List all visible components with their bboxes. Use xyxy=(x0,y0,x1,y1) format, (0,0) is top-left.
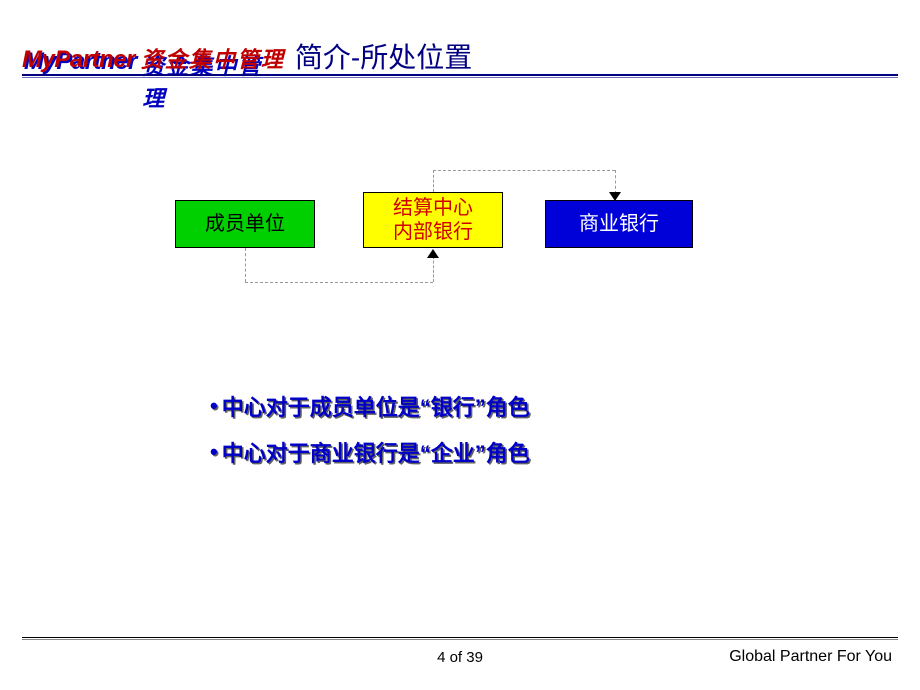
connector-top-h1 xyxy=(433,170,615,171)
bullet-text: 中心对于成员单位是“银行”角色 xyxy=(222,390,530,422)
logo-text: MyPartner MyPartner xyxy=(22,46,135,74)
footer-tagline: Global Partner For You xyxy=(729,648,892,666)
bullet-text: 中心对于商业银行是“企业”角色 xyxy=(222,436,530,468)
connector-bot-v1 xyxy=(245,248,246,282)
connector-top-v2 xyxy=(615,170,616,194)
connector-bot-h1 xyxy=(245,282,433,283)
position-diagram: 成员单位 结算中心 内部银行 商业银行 xyxy=(175,170,715,300)
footer-divider xyxy=(22,637,898,640)
slide-header: MyPartner MyPartner 资金集中管理 资金集中管理 简介-所处位… xyxy=(22,36,898,76)
bullet-marker-icon: • xyxy=(210,393,218,419)
bullet-marker-icon: • xyxy=(210,439,218,465)
connector-bot-v2 xyxy=(433,256,434,282)
arrow-to-center xyxy=(427,249,439,258)
header-subtitle: 资金集中管理 资金集中管理 xyxy=(141,42,285,74)
logo-main-layer: MyPartner xyxy=(22,46,135,73)
bullet-item: • 中心对于成员单位是“银行”角色 xyxy=(210,390,530,422)
box-member: 成员单位 xyxy=(175,200,315,248)
box-bank: 商业银行 xyxy=(545,200,693,248)
header-divider xyxy=(22,74,898,78)
bullet-item: • 中心对于商业银行是“企业”角色 xyxy=(210,436,530,468)
subtitle-main: 资金集中管理 xyxy=(141,47,285,72)
logo-shadow: MyPartner MyPartner xyxy=(22,46,135,73)
connector-top-v1 xyxy=(433,170,434,192)
slide-title: 简介-所处位置 xyxy=(295,36,472,76)
bullet-list: • 中心对于成员单位是“银行”角色 • 中心对于商业银行是“企业”角色 xyxy=(210,390,530,482)
box-center: 结算中心 内部银行 xyxy=(363,192,503,248)
